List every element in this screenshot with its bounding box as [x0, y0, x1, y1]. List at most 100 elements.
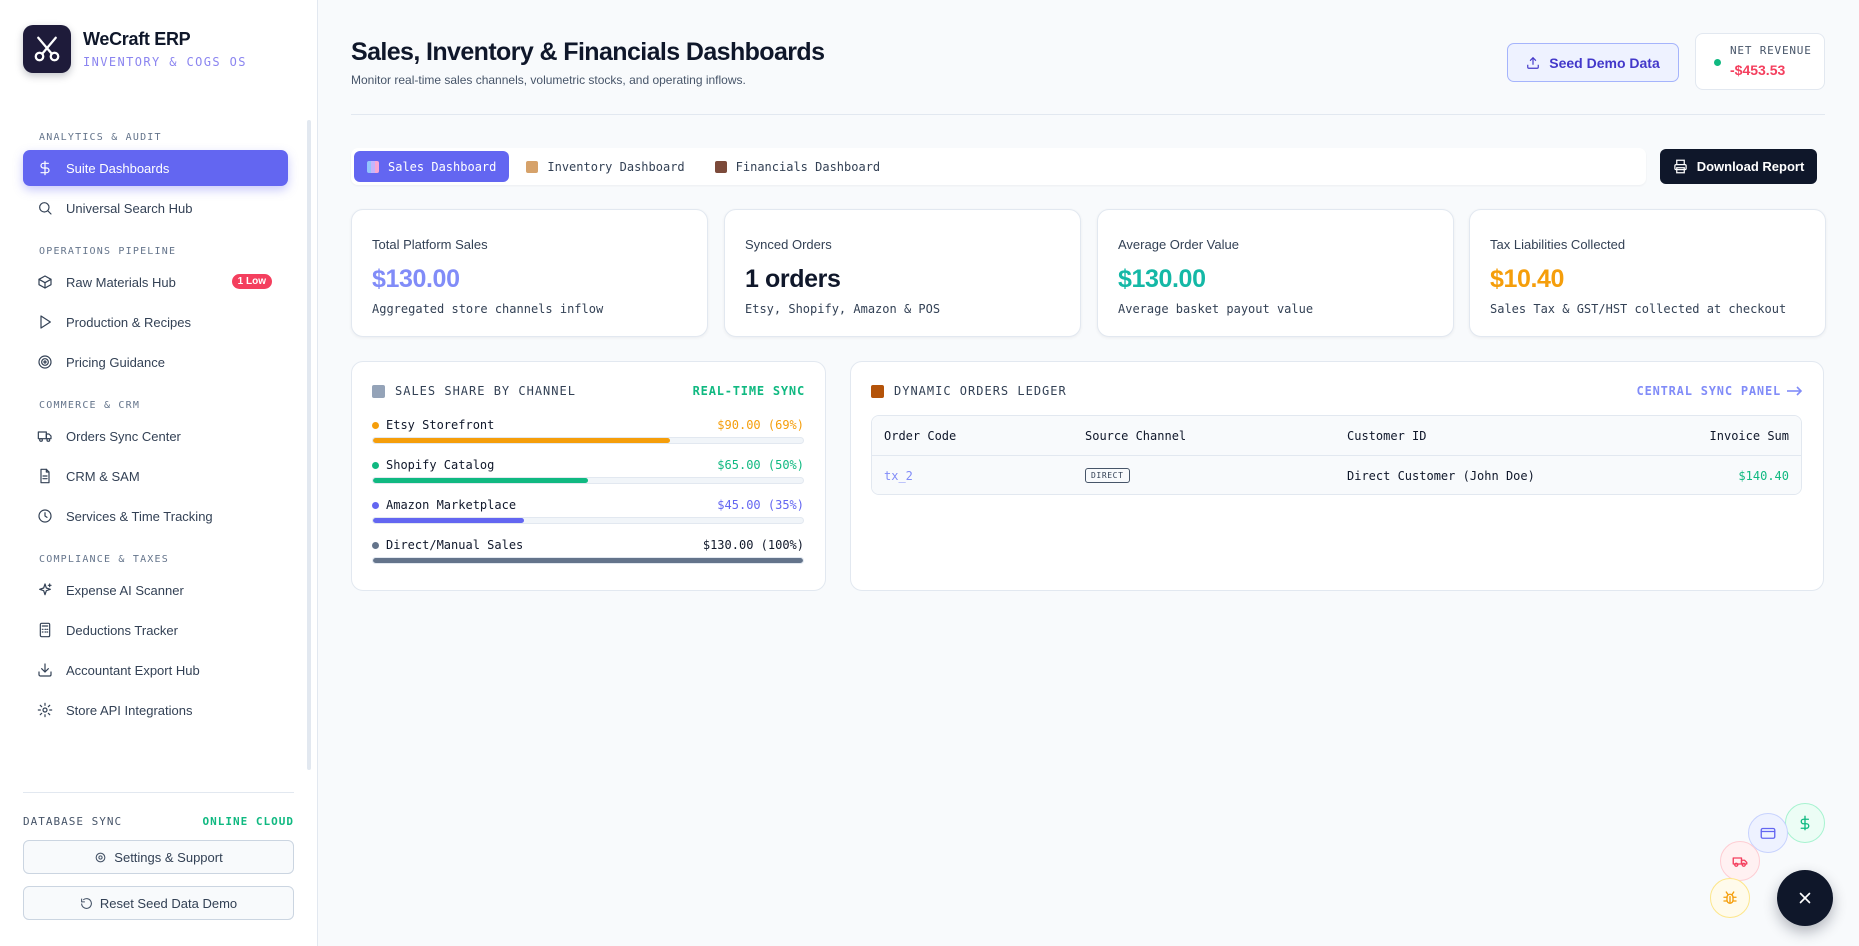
document-icon — [40, 468, 50, 484]
scissors-logo-icon — [23, 25, 71, 73]
kpi-description: Etsy, Shopify, Amazon & POS — [745, 302, 941, 316]
order-code-link[interactable]: tx_2 — [884, 468, 913, 483]
finance-fab[interactable] — [1785, 803, 1825, 843]
sidebar-item-pricing-guidance[interactable]: Pricing Guidance — [23, 344, 288, 380]
arrow-right-icon — [1787, 386, 1803, 396]
bug-icon — [1723, 891, 1737, 904]
central-sync-panel-label: CENTRAL SYNC PANEL — [1636, 384, 1781, 398]
section-title-operations: OPERATIONS PIPELINE — [39, 246, 177, 257]
sidebar-item-raw-materials[interactable]: Raw Materials Hub 1 Low — [23, 264, 288, 300]
tab-sales-dashboard[interactable]: Sales Dashboard — [354, 151, 510, 182]
play-icon — [40, 315, 51, 329]
channel-name-label: Amazon Marketplace — [386, 498, 517, 512]
panel-title: SALES SHARE BY CHANNEL — [372, 384, 576, 398]
sidebar-item-label: Orders Sync Center — [66, 428, 181, 444]
channel-row: Etsy Storefront $90.00 (69%) — [372, 418, 804, 448]
tab-inventory-dashboard[interactable]: Inventory Dashboard — [513, 151, 697, 182]
tab-label: Sales Dashboard — [388, 159, 497, 174]
sidebar-item-orders-sync[interactable]: Orders Sync Center — [23, 418, 288, 454]
channel-share-fill — [373, 438, 670, 443]
bug-report-fab[interactable] — [1710, 878, 1750, 918]
panel-title-text: SALES SHARE BY CHANNEL — [395, 384, 576, 398]
upload-icon — [1527, 56, 1540, 69]
close-fab-button[interactable] — [1777, 870, 1833, 926]
sidebar: WeCraft ERP INVENTORY & COGS OS ANALYTIC… — [0, 0, 318, 946]
sidebar-item-universal-search[interactable]: Universal Search Hub — [23, 190, 288, 226]
clipboard-icon — [871, 384, 884, 398]
sidebar-item-expense-scanner[interactable]: Expense AI Scanner — [23, 572, 288, 608]
channel-value: $45.00 (35%) — [717, 498, 804, 512]
net-revenue-label: NET REVENUE — [1730, 44, 1812, 57]
sidebar-item-accountant-export[interactable]: Accountant Export Hub — [23, 652, 288, 688]
seed-demo-data-button[interactable]: Seed Demo Data — [1507, 43, 1679, 82]
sidebar-footer: DATABASE SYNC ONLINE CLOUD Settings & Su… — [23, 792, 294, 920]
database-status: ONLINE CLOUD — [202, 815, 294, 828]
column-order-code: Order Code — [884, 428, 957, 443]
panel-title-text: DYNAMIC ORDERS LEDGER — [894, 384, 1067, 398]
sidebar-item-crm-sam[interactable]: CRM & SAM — [23, 458, 288, 494]
section-title-analytics: ANALYTICS & AUDIT — [39, 132, 162, 143]
customer-id-cell: Direct Customer (John Doe) — [1347, 468, 1535, 483]
channel-color-dot — [372, 421, 379, 429]
clock-icon — [38, 509, 52, 523]
credit-card-icon — [1760, 827, 1776, 839]
gear-icon — [37, 702, 53, 718]
sidebar-item-label: Accountant Export Hub — [66, 662, 200, 678]
channel-name-label: Etsy Storefront — [386, 418, 495, 432]
sidebar-item-label: Deductions Tracker — [66, 622, 178, 638]
tab-financials-dashboard[interactable]: Financials Dashboard — [702, 151, 894, 182]
section-title-commerce: COMMERCE & CRM — [39, 400, 141, 411]
channel-name-label: Shopify Catalog — [386, 458, 495, 472]
sidebar-item-deductions-tracker[interactable]: Deductions Tracker — [23, 612, 288, 648]
real-time-sync-label: REAL-TIME SYNC — [692, 384, 805, 398]
chart-icon — [367, 160, 379, 173]
sidebar-item-suite-dashboards[interactable]: Suite Dashboards — [23, 150, 288, 186]
dollar-icon — [40, 160, 50, 176]
column-invoice-sum: Invoice Sum — [1709, 428, 1789, 443]
sidebar-scrollbar[interactable] — [307, 120, 311, 770]
brand[interactable]: WeCraft ERP INVENTORY & COGS OS — [23, 25, 247, 73]
orders-table: Order Code Source Channel Customer ID In… — [871, 415, 1802, 495]
reset-seed-button[interactable]: Reset Seed Data Demo — [23, 886, 294, 920]
target-icon — [38, 355, 52, 369]
sidebar-item-label: CRM & SAM — [66, 468, 140, 484]
database-sync-label: DATABASE SYNC — [23, 815, 123, 828]
sidebar-item-production-recipes[interactable]: Production & Recipes — [23, 304, 288, 340]
kpi-description: Average basket payout value — [1118, 302, 1314, 316]
page-title: Sales, Inventory & Financials Dashboards — [351, 38, 825, 66]
channel-value: $90.00 (69%) — [717, 418, 804, 432]
download-report-label: Download Report — [1696, 159, 1805, 174]
sparkle-icon — [39, 583, 52, 596]
low-stock-badge: 1 Low — [231, 274, 272, 289]
settings-support-button[interactable]: Settings & Support — [23, 840, 294, 874]
download-report-button[interactable]: Download Report — [1660, 149, 1817, 184]
channel-share-bar — [372, 557, 804, 564]
sidebar-nav: ANALYTICS & AUDIT Suite Dashboards Unive… — [23, 120, 311, 770]
channel-color-dot — [372, 541, 379, 549]
status-dot — [1714, 59, 1721, 66]
channel-share-bar — [372, 477, 804, 484]
panel-title: DYNAMIC ORDERS LEDGER — [871, 384, 1067, 398]
central-sync-panel-link[interactable]: CENTRAL SYNC PANEL — [1637, 384, 1803, 398]
sidebar-item-store-api[interactable]: Store API Integrations — [23, 692, 288, 728]
search-icon — [39, 202, 52, 215]
sidebar-item-label: Production & Recipes — [66, 314, 192, 330]
tab-label: Financials Dashboard — [735, 159, 881, 174]
payments-fab[interactable] — [1748, 813, 1788, 853]
sidebar-item-services-time[interactable]: Services & Time Tracking — [23, 498, 288, 534]
printer-icon — [1673, 159, 1687, 174]
net-revenue-value: -$453.53 — [1730, 62, 1786, 78]
sidebar-item-label: Suite Dashboards — [66, 160, 170, 176]
channel-name: Amazon Marketplace — [372, 498, 516, 512]
brand-title: WeCraft ERP — [83, 29, 191, 49]
table-header: Order Code Source Channel Customer ID In… — [872, 416, 1801, 456]
channel-share-bar — [372, 517, 804, 524]
shipping-fab[interactable] — [1720, 841, 1760, 881]
kpi-label: Tax Liabilities Collected — [1490, 237, 1626, 252]
tab-label: Inventory Dashboard — [547, 159, 685, 174]
channel-name: Etsy Storefront — [372, 418, 494, 432]
sidebar-item-label: Raw Materials Hub — [66, 274, 176, 290]
table-row[interactable]: tx_2 DIRECT Direct Customer (John Doe) $… — [872, 456, 1801, 494]
calculator-icon — [39, 622, 51, 638]
cart-icon — [372, 384, 385, 398]
